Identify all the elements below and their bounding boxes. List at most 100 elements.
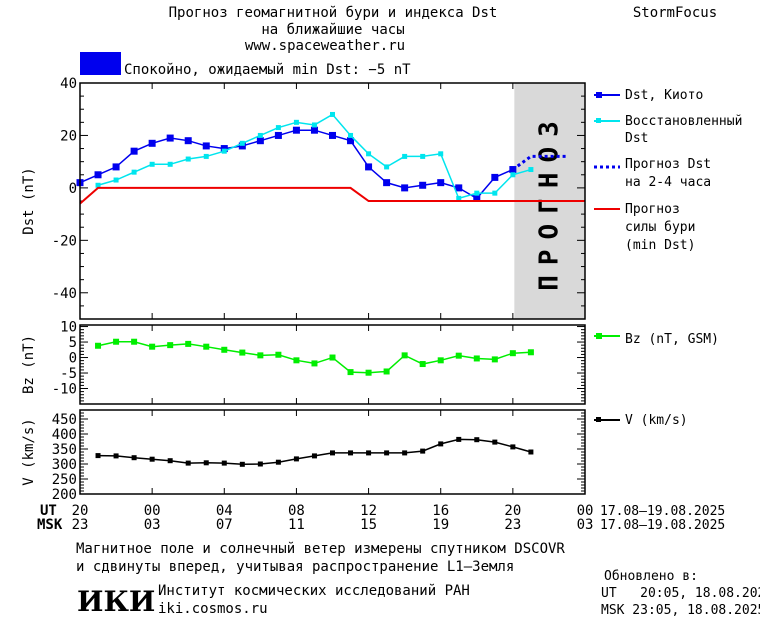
data-point	[184, 137, 192, 145]
data-point	[528, 167, 534, 173]
data-point	[130, 147, 138, 155]
site-url[interactable]: www.spaceweather.ru	[245, 38, 405, 54]
data-point	[166, 134, 174, 142]
data-point	[474, 437, 480, 443]
data-point	[510, 444, 516, 450]
data-point	[365, 369, 372, 376]
x-tick-label-msk: 23	[72, 517, 89, 533]
data-point	[131, 338, 138, 345]
data-point	[473, 194, 481, 202]
y-axis-label: Dst (nT)	[21, 167, 37, 234]
data-point	[330, 450, 335, 456]
updated-ut: UT 20:05, 18.08.2025	[601, 586, 760, 601]
plot-frame	[79, 324, 586, 405]
x-tick-label-ut: 00	[577, 503, 594, 519]
data-point	[365, 163, 373, 171]
data-point	[366, 151, 372, 157]
institute-site[interactable]: iki.cosmos.ru	[158, 601, 268, 617]
data-point	[491, 173, 499, 181]
data-point	[401, 352, 408, 359]
data-point	[348, 450, 354, 456]
y-tick-label: 5	[69, 335, 77, 351]
x-tick-label-ut: 00	[144, 503, 161, 519]
data-point	[527, 349, 534, 356]
y-tick-label: 200	[52, 487, 77, 503]
data-point	[329, 131, 336, 139]
data-point	[293, 456, 299, 462]
y-tick-label: -40	[52, 286, 77, 302]
data-point	[311, 360, 318, 367]
institute-name: Институт космических исследований РАН	[158, 583, 470, 599]
y-tick-label: -5	[60, 366, 77, 382]
data-point	[220, 145, 228, 153]
x-tick-label-ut: 20	[72, 503, 89, 519]
y-tick-label: 20	[60, 128, 77, 144]
status-text: Спокойно, ожидаемый min Dst: −5 nT	[124, 62, 411, 78]
legend-storm-2: силы бури	[625, 220, 695, 235]
y-tick-label: 450	[52, 412, 77, 428]
data-point	[437, 179, 445, 187]
x-tick-label-ut: 04	[216, 503, 233, 519]
ut-range: 17.08–19.08.2025	[600, 504, 725, 519]
y-tick-label: 10	[60, 320, 77, 336]
data-point	[167, 342, 174, 349]
y-tick-label: -20	[52, 233, 77, 249]
data-point	[492, 439, 498, 445]
legend-forecast-dst-2: на 2-4 часа	[625, 175, 711, 190]
data-point	[419, 181, 427, 189]
legend-bz: Bz (nT, GSM)	[625, 332, 719, 347]
data-point	[292, 126, 300, 134]
ut-label: UT	[40, 503, 57, 519]
y-tick-label: 400	[52, 427, 77, 443]
data-point	[257, 352, 264, 359]
y-tick-label: 40	[60, 76, 77, 92]
data-point	[94, 171, 102, 179]
data-point	[455, 184, 463, 192]
legend: Dst, Киото Восстановленный Dst Прогноз D…	[594, 88, 742, 428]
data-point	[113, 177, 119, 183]
title-line-1: Прогноз геомагнитной бури и индекса Dst	[169, 5, 498, 21]
data-point	[185, 340, 192, 347]
data-point	[239, 349, 246, 356]
x-tick-label-ut: 20	[504, 503, 521, 519]
data-point	[347, 369, 354, 376]
data-point	[402, 153, 408, 159]
legend-storm-3: (min Dst)	[625, 238, 695, 253]
x-tick-label-msk: 11	[288, 517, 305, 533]
data-point	[113, 453, 119, 459]
x-tick-label-msk: 19	[432, 517, 449, 533]
legend-forecast-dst: Прогноз Dst	[625, 157, 711, 172]
series-line	[79, 186, 585, 205]
x-tick-label-ut: 12	[360, 503, 377, 519]
data-point	[202, 142, 210, 150]
data-point	[203, 153, 209, 159]
data-point	[221, 346, 228, 353]
data-point	[510, 172, 516, 178]
plot-frame	[79, 82, 586, 320]
msk-range: 17.08–19.08.2025	[600, 518, 725, 533]
x-tick-label-ut: 16	[432, 503, 449, 519]
data-point	[402, 450, 408, 456]
data-point	[203, 343, 210, 350]
data-point	[275, 459, 281, 465]
series-line	[97, 340, 531, 374]
data-point	[311, 453, 317, 459]
data-point	[293, 119, 299, 125]
data-point	[148, 139, 156, 147]
x-tick-label-ut: 08	[288, 503, 305, 519]
data-point	[185, 460, 191, 466]
data-point	[167, 458, 173, 464]
data-point	[95, 453, 101, 459]
note-line-2: и сдвинуты вперед, учитывая распростране…	[76, 559, 514, 575]
data-point	[275, 125, 281, 131]
series-line	[511, 154, 567, 171]
data-point	[131, 455, 137, 461]
data-point	[95, 342, 102, 349]
brand-name: StormFocus	[633, 5, 717, 21]
data-point	[131, 169, 137, 175]
data-point	[528, 449, 534, 455]
iki-logo: ИКИ	[77, 585, 155, 618]
data-point	[293, 357, 300, 364]
msk-label: MSK	[37, 517, 63, 533]
